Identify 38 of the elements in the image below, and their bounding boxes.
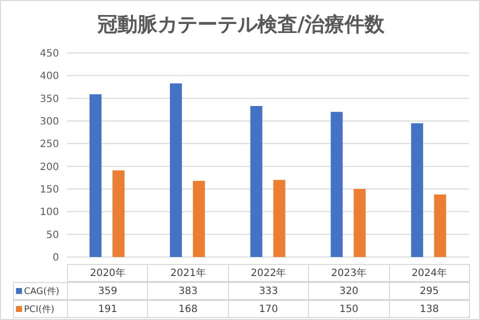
data-label: 333 [228, 282, 310, 300]
x-tick-label: 2020年 [67, 264, 148, 282]
data-label: 138 [388, 300, 470, 318]
chart-title: 冠動脈カテーテル検査/治療件数 [96, 11, 386, 38]
y-tick-label: 150 [40, 184, 59, 196]
x-tick-label: 2021年 [147, 264, 229, 282]
bar [273, 180, 286, 257]
y-tick-label: 350 [40, 94, 59, 105]
bar [434, 194, 446, 257]
x-tick-label: 2024年 [388, 264, 470, 282]
bar [112, 170, 125, 257]
y-tick-label: 50 [46, 230, 59, 241]
data-label: 150 [308, 300, 390, 318]
x-tick-label: 2023年 [308, 264, 390, 282]
bar [354, 189, 366, 257]
y-tick-label: 100 [40, 207, 59, 218]
bar [411, 123, 424, 257]
y-tick-label: 250 [40, 139, 59, 150]
legend-label: PCI(件) [13, 300, 68, 318]
data-label: 320 [308, 282, 390, 300]
bar [250, 106, 262, 257]
y-tick-label: 300 [40, 116, 59, 128]
data-label: 295 [388, 282, 470, 300]
y-tick-label: 450 [40, 48, 59, 60]
bar [170, 83, 182, 257]
bar [192, 180, 205, 257]
data-label: 168 [147, 300, 229, 318]
bar [330, 112, 343, 257]
data-label: 359 [67, 282, 148, 300]
x-tick-label: 2022年 [228, 264, 310, 282]
data-label: 191 [67, 300, 148, 318]
y-tick-label: 0 [52, 252, 59, 264]
bar [90, 94, 102, 257]
data-label: 383 [147, 282, 229, 300]
y-tick-label: 200 [40, 162, 59, 173]
data-label: 170 [228, 300, 310, 318]
y-tick-label: 400 [40, 71, 59, 82]
legend-label: CAG(件) [13, 282, 68, 300]
